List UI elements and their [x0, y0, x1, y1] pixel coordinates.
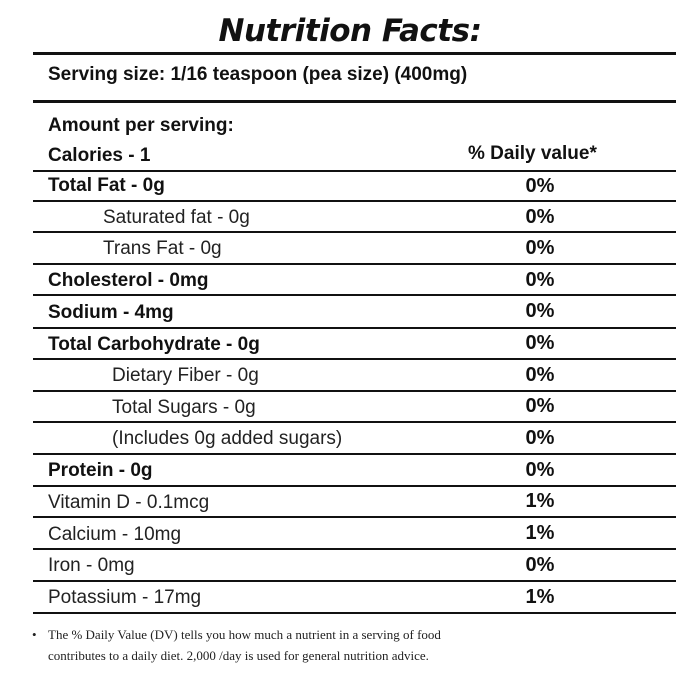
nutrient-value-total-fat: 0%: [525, 175, 555, 197]
divider-line: [33, 52, 676, 55]
divider-line: [33, 580, 676, 582]
nutrient-label-calcium: Calcium - 10mg: [48, 524, 182, 545]
divider-line: [33, 453, 676, 455]
nutrient-value-total-sugars: 0%: [525, 395, 555, 417]
divider-line: [33, 485, 676, 487]
nutrition-facts-title: Nutrition Facts:: [218, 13, 482, 49]
divider-line: [33, 294, 676, 296]
nutrient-label-trans-fat: Trans Fat - 0g: [103, 238, 222, 259]
nutrient-value-potassium: 1%: [525, 586, 555, 608]
nutrient-label-iron: Iron - 0mg: [48, 555, 135, 576]
nutrient-label-added-sugars: (Includes 0g added sugars): [112, 428, 343, 449]
footnote-line-2: contributes to a daily diet. 2,000 /day …: [48, 648, 429, 663]
divider-line: [33, 100, 676, 103]
nutrient-value-trans-fat: 0%: [525, 237, 555, 259]
divider-line: [33, 231, 676, 233]
nutrient-label-total-sugars: Total Sugars - 0g: [112, 397, 256, 418]
amount-per-serving: Amount per serving:: [48, 115, 234, 136]
nutrient-value-sodium: 0%: [525, 300, 555, 322]
nutrient-label-cholesterol: Cholesterol - 0mg: [48, 270, 209, 291]
nutrient-label-total-fat: Total Fat - 0g: [48, 175, 165, 196]
nutrient-label-sodium: Sodium - 4mg: [48, 302, 174, 323]
nutrient-label-total-carbohydrate: Total Carbohydrate - 0g: [48, 334, 260, 355]
nutrient-value-saturated-fat: 0%: [525, 206, 555, 228]
divider-line: [33, 263, 676, 265]
nutrient-value-cholesterol: 0%: [525, 269, 555, 291]
daily-value-footnote: • The % Daily Value (DV) tells you how mu…: [32, 624, 652, 666]
nutrient-label-dietary-fiber: Dietary Fiber - 0g: [112, 365, 259, 386]
divider-line: [33, 358, 676, 360]
bullet-icon: •: [32, 627, 37, 642]
divider-line: [33, 390, 676, 392]
nutrient-value-total-carbohydrate: 0%: [525, 332, 555, 354]
serving-size: Serving size: 1/16 teaspoon (pea size) (…: [48, 64, 468, 85]
nutrient-value-iron: 0%: [525, 554, 555, 576]
divider-line: [33, 327, 676, 329]
divider-line: [33, 548, 676, 550]
nutrient-label-saturated-fat: Saturated fat - 0g: [103, 207, 250, 228]
footnote-line-1: The % Daily Value (DV) tells you how muc…: [48, 627, 441, 642]
nutrient-value-calcium: 1%: [525, 522, 555, 544]
nutrient-label-vitamin-d: Vitamin D - 0.1mcg: [48, 492, 210, 513]
calories: Calories - 1: [48, 145, 151, 166]
nutrient-value-added-sugars: 0%: [525, 427, 555, 449]
daily-value-header: % Daily value*: [468, 143, 597, 164]
divider-line: [33, 200, 676, 202]
nutrient-label-protein: Protein - 0g: [48, 460, 153, 481]
divider-line: [33, 516, 676, 518]
nutrient-value-vitamin-d: 1%: [525, 490, 555, 512]
nutrient-value-dietary-fiber: 0%: [525, 364, 555, 386]
divider-line: [33, 612, 676, 614]
divider-line: [33, 170, 676, 172]
divider-line: [33, 421, 676, 423]
nutrient-value-protein: 0%: [525, 459, 555, 481]
nutrient-label-potassium: Potassium - 17mg: [48, 587, 202, 608]
